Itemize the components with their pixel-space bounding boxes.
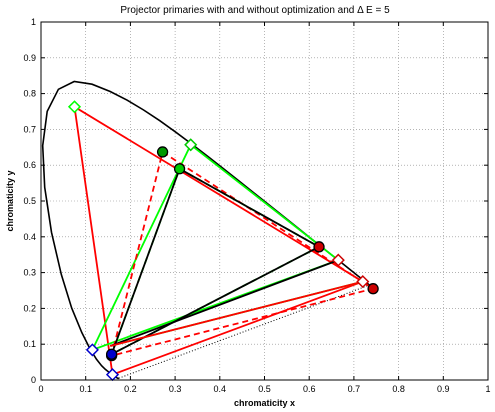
data-point-diamond	[331, 253, 345, 267]
series-triangle-1	[90, 143, 341, 352]
plot-data	[41, 80, 379, 382]
chart-title: Projector primaries with and without opt…	[120, 5, 390, 16]
series-line-6	[109, 259, 339, 347]
x-tick-label: 0.5	[258, 384, 271, 394]
series-triangle-3	[110, 150, 376, 357]
data-point-diamond	[85, 343, 99, 357]
data-point-circle	[173, 163, 186, 175]
y-tick-label: 0.4	[23, 232, 36, 242]
x-tick-label: 0.9	[437, 384, 450, 394]
series-triangle-4	[109, 167, 321, 357]
x-tick-label: 0.3	[169, 384, 182, 394]
y-tick-label: 0.2	[23, 303, 36, 313]
x-tick-label: 0.8	[392, 384, 405, 394]
data-point-circle	[313, 241, 325, 253]
x-tick-label: 0.7	[348, 384, 361, 394]
y-tick-label: 0.7	[23, 124, 36, 134]
y-tick-label: 0.6	[23, 160, 36, 170]
y-tick-label: 0.9	[23, 53, 36, 63]
series-triangle-5	[109, 167, 321, 357]
x-axis-label: chromaticity x	[234, 398, 295, 408]
purple-line	[118, 284, 370, 379]
ticks: 0 0.1 0.2 0.3 0.4 0.5 0.6 0.7 0.8 0.9 1 0 0.1 0.2 0.3 0…	[23, 17, 490, 394]
data-point-diamond	[184, 138, 198, 152]
data-point-circle	[367, 283, 379, 295]
x-tick-label: 0.4	[214, 384, 227, 394]
y-tick-label: 0.8	[23, 89, 36, 99]
x-tick-label: 1	[485, 384, 490, 394]
x-tick-label: 0	[38, 384, 43, 394]
data-point-circle	[156, 146, 169, 158]
data-point-diamond	[356, 275, 370, 289]
series-line-7	[110, 280, 364, 347]
x-tick-label: 0.1	[79, 384, 92, 394]
y-tick-label: 0	[31, 375, 36, 385]
data-point-diamond	[105, 368, 120, 382]
grid	[41, 22, 488, 380]
y-tick-label: 1	[31, 17, 36, 27]
y-tick-label: 0.3	[23, 268, 36, 278]
data-point-diamond	[67, 100, 82, 114]
y-tick-label: 0.1	[23, 339, 36, 349]
y-axis-label: chromaticity y	[5, 170, 15, 231]
data-point-circle	[105, 348, 118, 360]
y-tick-label: 0.5	[23, 196, 36, 206]
x-tick-label: 0.6	[303, 384, 316, 394]
series-triangle-0	[73, 105, 365, 376]
x-tick-label: 0.2	[124, 384, 137, 394]
